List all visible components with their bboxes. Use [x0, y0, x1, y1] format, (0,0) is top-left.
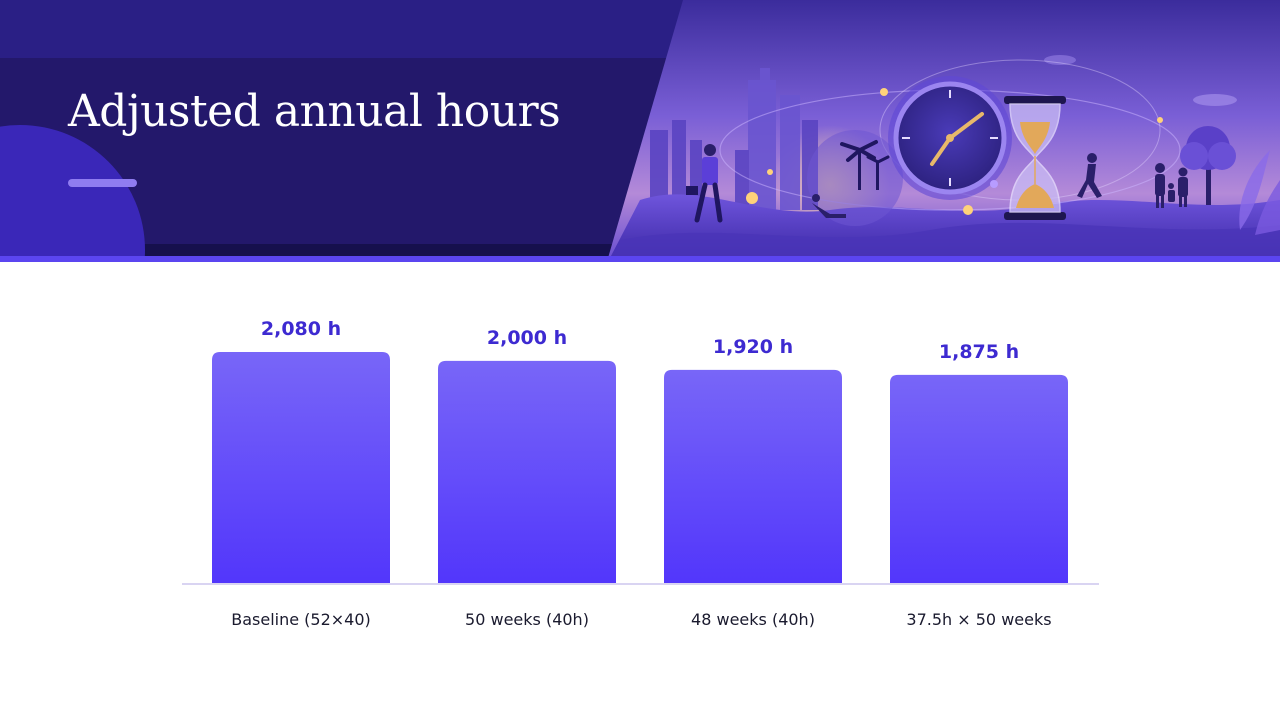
clock-icon	[888, 76, 1012, 200]
reclining-person-icon	[812, 194, 846, 218]
palm-tree-icon	[807, 130, 903, 226]
tree-icon	[1180, 126, 1280, 235]
running-person-icon	[1077, 153, 1102, 198]
category-label: 48 weeks (40h)	[691, 610, 815, 629]
bar-chart: 2,080 h Baseline (52×40) 2,000 h 50 weeks (…	[182, 318, 1099, 629]
bar-value-label: 1,875 h	[939, 341, 1019, 363]
decor-circle	[0, 125, 145, 262]
bar-1	[212, 352, 390, 584]
page-title: Adjusted annual hours	[68, 86, 561, 137]
header-underline	[0, 256, 1280, 262]
header-banner: Adjusted annual hours	[0, 0, 1280, 262]
family-icon	[1155, 163, 1188, 208]
illustration-panel	[608, 0, 1280, 258]
walking-person-icon	[686, 144, 723, 223]
category-label: 50 weeks (40h)	[465, 610, 589, 629]
bar-3	[664, 369, 842, 584]
title-accent-bar	[68, 179, 137, 187]
category-label: 37.5h × 50 weeks	[906, 610, 1051, 629]
bar-value-label: 1,920 h	[713, 336, 793, 358]
bar-4	[890, 374, 1068, 584]
hourglass-icon	[1004, 96, 1066, 220]
bar-value-label: 2,080 h	[261, 318, 341, 340]
bar-value-label: 2,000 h	[487, 327, 567, 349]
bar-2	[438, 360, 616, 584]
category-label: Baseline (52×40)	[231, 610, 371, 629]
sparkle-icon	[746, 88, 1163, 215]
header-artwork	[0, 0, 1280, 262]
